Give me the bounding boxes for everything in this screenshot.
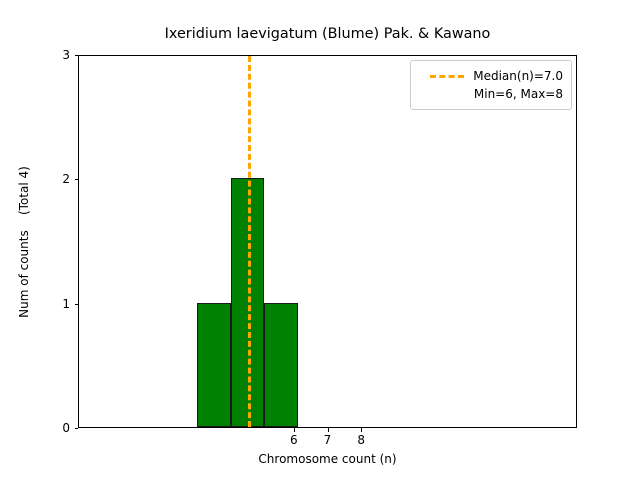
y-tick-mark-1 [74, 303, 78, 305]
chart-legend: Median(n)=7.0 Min=6, Max=8 [410, 60, 572, 110]
y-tick-label-2: 2 [62, 172, 70, 187]
x-tick-label-6: 6 [289, 433, 298, 447]
median-line-layer [79, 56, 576, 427]
x-tick-label-8: 8 [357, 433, 365, 447]
x-tick-label-7: 7 [323, 433, 332, 447]
y-tick-label-0: 0 [62, 421, 70, 435]
chart-title: Ixeridium laevigatum (Blume) Pak. & Kawa… [164, 26, 491, 42]
y-axis-label: Num of counts (Total 4) [17, 166, 31, 318]
histogram-bars [79, 56, 576, 427]
histogram-bar [264, 302, 299, 427]
legend-label-median: Median(n)=7.0 [473, 69, 563, 83]
y-tick-label-1: 1 [62, 296, 70, 311]
x-axis-label: Chromosome count (n) [258, 452, 397, 466]
median-line [247, 56, 251, 427]
x-tick-mark-7 [327, 428, 329, 432]
histogram-bar [230, 178, 265, 427]
y-tick-mark-2 [74, 179, 78, 181]
y-tick-mark-3 [74, 55, 78, 56]
legend-entry-minmax: Min=6, Max=8 [419, 85, 563, 103]
legend-label-minmax: Min=6, Max=8 [473, 87, 563, 101]
x-tick-mark-8 [361, 428, 363, 432]
y-tick-mark-0 [74, 428, 78, 429]
y-axis-label-container: Num of counts (Total 4) [0, 0, 48, 480]
legend-entry-median: Median(n)=7.0 [419, 67, 563, 85]
histogram-bar [197, 302, 231, 427]
y-tick-label-3: 3 [62, 48, 70, 62]
dashed-line-icon [430, 74, 465, 78]
plot-area [78, 55, 577, 428]
x-tick-mark-6 [293, 428, 295, 432]
